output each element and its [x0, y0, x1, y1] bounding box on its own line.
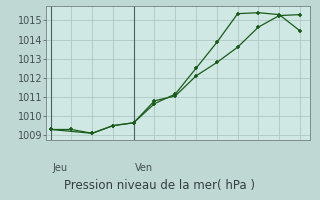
Text: Ven: Ven — [135, 163, 153, 173]
Text: Pression niveau de la mer( hPa ): Pression niveau de la mer( hPa ) — [65, 179, 255, 192]
Text: Jeu: Jeu — [52, 163, 67, 173]
